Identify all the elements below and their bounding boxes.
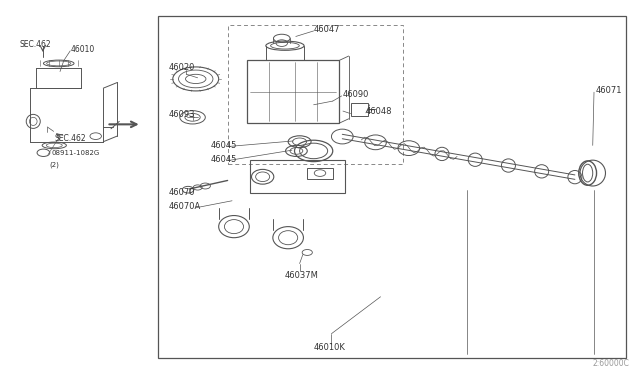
Text: 46010: 46010 (70, 45, 95, 54)
Text: SEC.462: SEC.462 (19, 41, 51, 49)
Bar (157, 16, 626, 358)
Text: 46045: 46045 (211, 141, 237, 150)
Text: 08911-1082G: 08911-1082G (51, 150, 99, 156)
Bar (307, 167, 333, 179)
Text: (2): (2) (50, 161, 60, 168)
Text: 46090: 46090 (342, 90, 369, 99)
Text: 46070A: 46070A (168, 202, 200, 211)
Text: 46071: 46071 (595, 86, 622, 95)
Bar (250, 160, 346, 193)
Bar (246, 61, 339, 123)
Text: 46020: 46020 (168, 63, 195, 72)
Text: 46070: 46070 (168, 188, 195, 197)
Text: 46037M: 46037M (285, 271, 319, 280)
Bar (228, 25, 403, 164)
Bar (351, 103, 369, 116)
Text: 46048: 46048 (366, 107, 392, 116)
Text: 46047: 46047 (314, 25, 340, 34)
Text: 46010K: 46010K (314, 343, 346, 352)
Text: 2:60000C: 2:60000C (592, 359, 629, 368)
Text: SEC.462: SEC.462 (54, 134, 86, 143)
Text: 46045: 46045 (211, 155, 237, 164)
Text: 46093: 46093 (168, 110, 195, 119)
